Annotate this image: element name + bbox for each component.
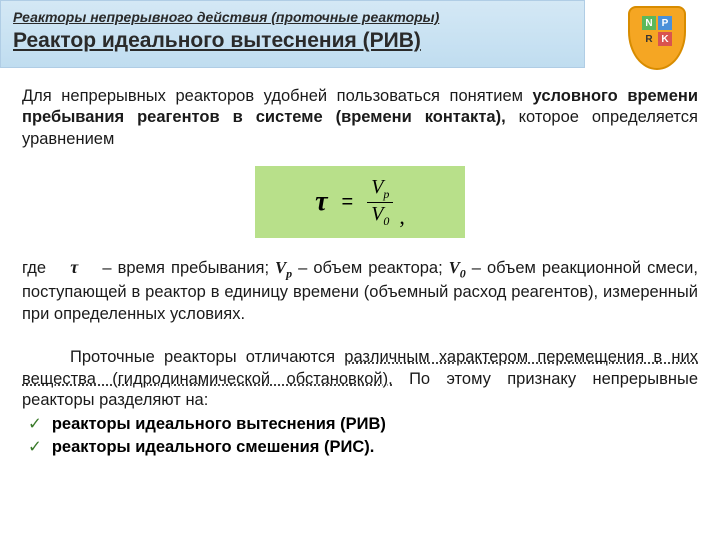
- intro-paragraph: Для непрерывных реакторов удобней пользо…: [22, 86, 698, 150]
- logo-letter: K: [658, 32, 672, 46]
- fraction: Vр V0: [367, 176, 393, 229]
- classification-paragraph: Проточные реакторы отличаются различным …: [22, 347, 698, 411]
- check-icon: ✓: [28, 438, 42, 456]
- variable: V0: [449, 258, 466, 277]
- tau-symbol: τ: [315, 186, 327, 218]
- header-title: Реактор идеального вытеснения (РИВ): [13, 29, 572, 53]
- slide-header: Реакторы непрерывного действия (проточны…: [0, 0, 585, 68]
- equals-sign: =: [342, 191, 354, 214]
- slide-content: Для непрерывных реакторов удобней пользо…: [0, 68, 720, 458]
- text: – время пребывания;: [96, 259, 275, 277]
- formula-box: τ = Vр V0 ,: [255, 166, 465, 238]
- logo-letter: R: [642, 32, 656, 46]
- numerator: Vр: [367, 176, 393, 202]
- variable: Vр: [275, 258, 292, 277]
- tau-inline: τ: [70, 257, 78, 277]
- text: – объем реактора;: [292, 259, 449, 277]
- header-subtitle: Реакторы непрерывного действия (проточны…: [13, 9, 572, 25]
- denominator: V0: [367, 203, 393, 229]
- reactor-list: ✓реакторы идеального вытеснения (РИВ) ✓р…: [22, 413, 698, 458]
- text: где: [22, 259, 52, 277]
- logo-letter: N: [642, 16, 656, 30]
- list-item: ✓реакторы идеального вытеснения (РИВ): [28, 413, 698, 435]
- check-icon: ✓: [28, 415, 42, 433]
- text: Проточные реакторы отличаются: [70, 348, 344, 366]
- list-item: ✓реакторы идеального смешения (РИС).: [28, 436, 698, 458]
- text: Для непрерывных реакторов удобней пользо…: [22, 87, 533, 105]
- logo-letter: P: [658, 16, 672, 30]
- definition-paragraph: где τ – время пребывания; Vр – объем реа…: [22, 256, 698, 325]
- logo-shield: N P R K: [622, 6, 692, 76]
- comma: ,: [399, 204, 405, 238]
